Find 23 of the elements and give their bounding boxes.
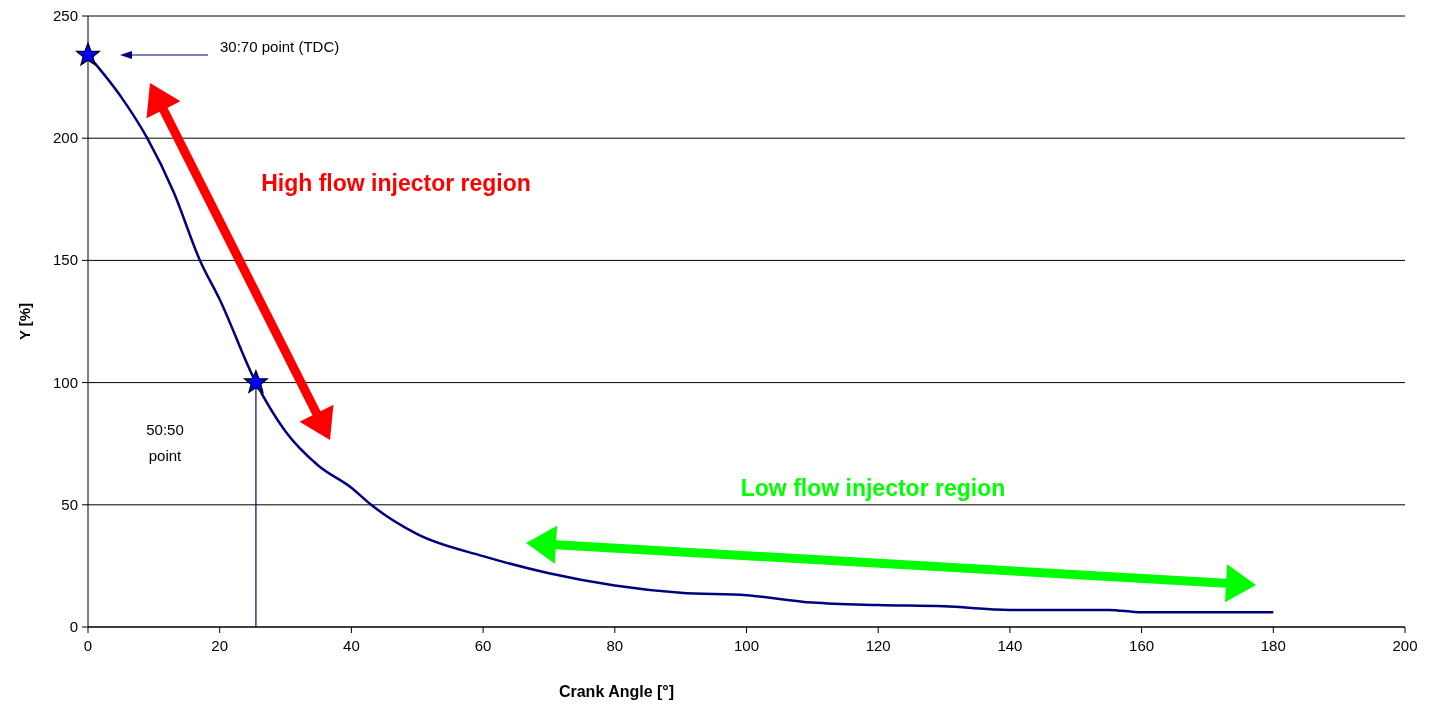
x-tick-label: 120 [865,637,891,654]
x-tick-label: 100 [733,637,760,654]
x-tick-label: 200 [1392,637,1418,654]
y-tick-label: 100 [52,373,78,391]
x-tick-label: 0 [83,637,93,654]
annotation: High flow injector region [261,170,531,196]
y-tick-label: 150 [52,251,78,269]
y-axis-title: Y [%] [16,302,33,341]
x-tick-label: 40 [343,637,360,654]
x-tick-label: 60 [474,637,492,654]
annotation: 50:50 point [146,421,184,464]
y-tick-label: 200 [52,129,78,147]
x-tick-label: 140 [997,637,1023,654]
annotation: Low flow injector region [740,475,1006,501]
annotation: 30:70 point (TDC) [220,38,340,55]
x-tick-label: 80 [606,637,624,654]
y-tick-label: 250 [52,7,78,24]
x-tick-label: 180 [1260,637,1286,654]
y-tick-label: 0 [69,618,78,635]
x-axis-title: Crank Angle [°] [558,683,675,700]
x-tick-label: 20 [211,637,229,654]
y-tick-label: 50 [61,495,78,513]
x-tick-label: 160 [1129,637,1155,654]
